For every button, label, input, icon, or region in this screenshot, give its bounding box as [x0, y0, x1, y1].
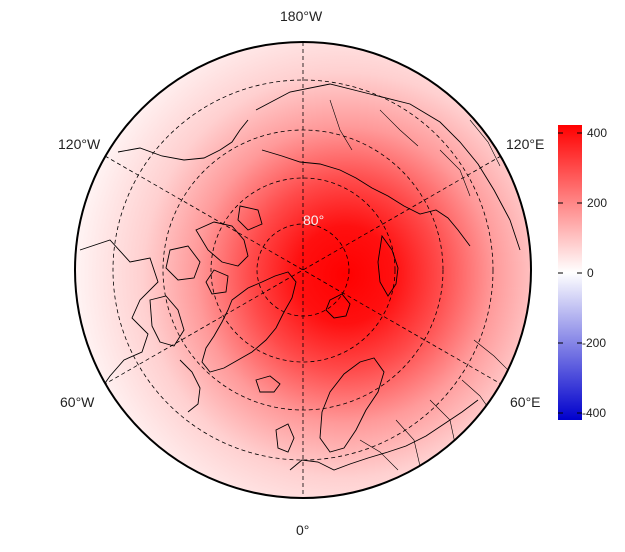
siberia-coast	[261, 149, 471, 247]
map-border	[74, 41, 532, 499]
coastlines	[79, 83, 521, 471]
asia-borders	[329, 99, 501, 197]
meridian-120e-60w	[104, 155, 502, 385]
svalbard-coast	[325, 293, 351, 319]
alaska-coast	[117, 119, 249, 161]
lon-label-60e: 60°E	[510, 394, 541, 410]
canadian-archipelago-coast	[165, 205, 263, 295]
colorbar-tick-label: 200	[587, 196, 608, 210]
colorbar-tick-label: -200	[582, 336, 607, 350]
colorbar-tick-label: 400	[587, 126, 608, 140]
novaya-zemlya-coast	[377, 234, 399, 297]
europe-borders	[359, 339, 511, 471]
colorbar-tick-label: 0	[587, 266, 594, 280]
lat-circle-70	[210, 177, 396, 363]
greenland-coast	[201, 271, 297, 373]
scandinavia-coast	[319, 357, 385, 453]
lon-label-120e: 120°E	[506, 136, 545, 152]
colorbar-ticks	[558, 132, 582, 414]
map-disk	[75, 42, 531, 498]
europe-coast	[289, 399, 479, 471]
siberia-inland	[255, 83, 521, 251]
iceland-coast	[255, 375, 281, 393]
lat-circle-50	[112, 79, 494, 461]
lon-label-120w: 120°W	[58, 136, 101, 152]
labrador-coast	[179, 359, 201, 413]
british-isles-coast	[275, 423, 295, 453]
lon-label-60w: 60°W	[60, 394, 95, 410]
anomaly-field	[75, 42, 531, 498]
hudson-bay-coast	[149, 295, 185, 347]
lat-label-80: 80°	[303, 212, 325, 228]
meridians	[104, 42, 502, 498]
lon-label-180w: 180°W	[280, 8, 323, 24]
colorbar-tick-label: -400	[582, 406, 607, 420]
lon-label-0: 0°	[296, 522, 310, 538]
meridian-120w-60e	[104, 155, 502, 385]
north-america-coast	[79, 239, 159, 411]
